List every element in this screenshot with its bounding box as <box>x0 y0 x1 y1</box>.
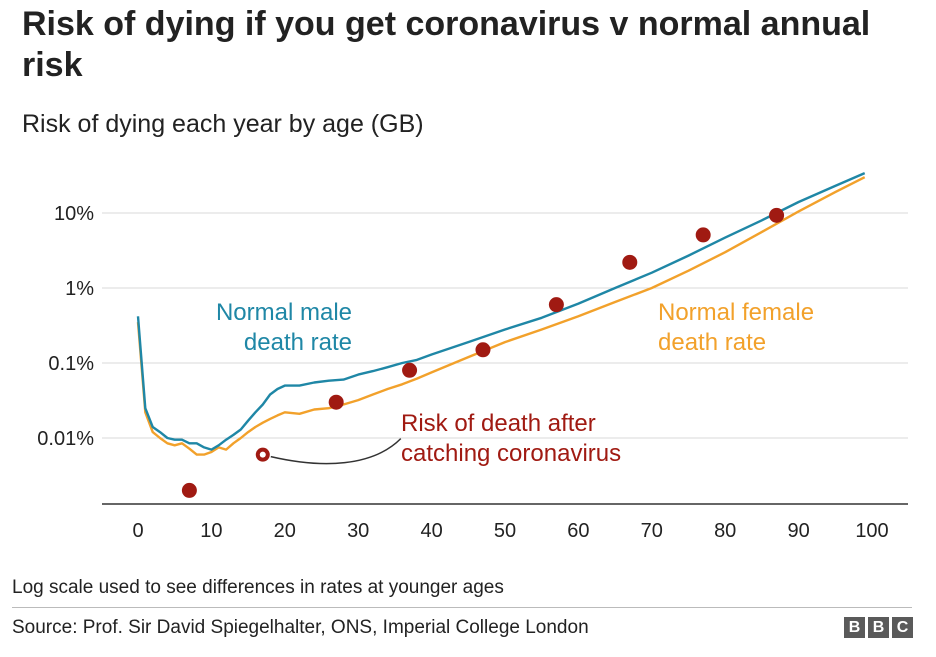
log-scale-note: Log scale used to see differences in rat… <box>12 577 504 598</box>
series-labels: Normal male death rate Normal female death … <box>216 299 814 467</box>
female-series-label-line-1: death rate <box>658 329 766 356</box>
male-series-label-line-1: death rate <box>244 329 352 356</box>
covid-label-connector <box>270 438 402 465</box>
covid-series-label-line-0: Risk of death after <box>401 410 596 437</box>
x-tick-label-7: 70 <box>641 520 663 542</box>
covid-point-6 <box>622 254 638 270</box>
y-tick-label-0: 0.01% <box>37 428 94 450</box>
x-tick-label-5: 50 <box>494 520 516 542</box>
covid-point-8 <box>769 207 785 223</box>
x-tick-label-6: 60 <box>567 520 589 542</box>
covid-point-center <box>259 451 266 458</box>
annotation-connector <box>270 438 402 465</box>
source-note: Source: Prof. Sir David Spiegelhalter, O… <box>12 617 589 638</box>
covid-series-label-line-1: catching coronavirus <box>401 440 621 467</box>
x-tick-label-8: 80 <box>714 520 736 542</box>
x-tick-label-3: 30 <box>347 520 369 542</box>
bbc-logo: B B C <box>844 617 913 638</box>
chart-title: Risk of dying if you get coronavirus v n… <box>22 5 871 84</box>
female-death-rate-line <box>136 176 866 456</box>
x-tick-label-9: 90 <box>787 520 809 542</box>
x-axis-ticks: 0 10 20 30 40 50 60 70 80 90 100 <box>132 520 888 542</box>
y-tick-label-1: 0.1% <box>48 353 94 375</box>
bbc-logo-letter-b2: B <box>868 617 889 638</box>
male-death-rate-line <box>136 171 866 451</box>
x-tick-label-1: 10 <box>200 520 222 542</box>
x-tick-label-2: 20 <box>274 520 296 542</box>
covid-point-0 <box>181 482 197 498</box>
chart-subtitle: Risk of dying each year by age (GB) <box>22 110 424 138</box>
bbc-logo-letter-c: C <box>892 617 913 638</box>
covid-point-2 <box>328 394 344 410</box>
y-tick-label-2: 1% <box>65 278 94 300</box>
female-series-label-line-0: Normal female <box>658 299 814 326</box>
y-tick-label-3: 10% <box>54 203 94 225</box>
footer-divider <box>12 607 912 608</box>
covid-point-5 <box>548 297 564 313</box>
x-tick-label-4: 40 <box>420 520 442 542</box>
covid-point-3 <box>402 362 418 378</box>
line-chart: 0.01% 0.1% 1% 10% 0 10 20 30 40 50 60 70 80 90 100 No… <box>37 171 908 542</box>
y-axis-ticks: 0.01% 0.1% 1% 10% <box>37 203 94 450</box>
x-tick-label-0: 0 <box>132 520 143 542</box>
x-tick-label-10: 100 <box>855 520 888 542</box>
male-series-label-line-0: Normal male <box>216 299 352 326</box>
series-lines <box>136 171 866 456</box>
covid-points <box>181 207 785 498</box>
covid-point-4 <box>475 342 491 358</box>
bbc-logo-letter-b1: B <box>844 617 865 638</box>
covid-point-7 <box>695 227 711 243</box>
